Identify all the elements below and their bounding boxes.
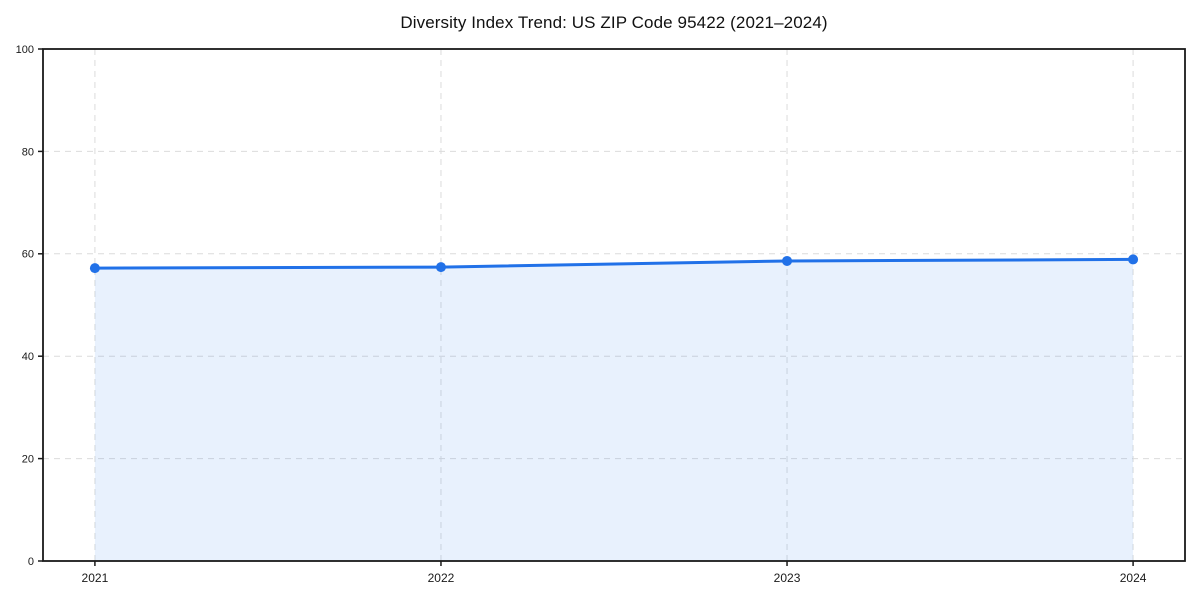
area-fill (94, 259, 1134, 561)
trend-line (93, 257, 1135, 270)
data-point-marker (1128, 254, 1139, 265)
x-tick-label: 2022 (428, 571, 455, 585)
y-tick-label: 80 (22, 146, 34, 158)
data-point-marker (89, 263, 100, 274)
x-tick-label: 2024 (1120, 571, 1147, 585)
data-point-marker (782, 255, 793, 266)
chart-title: Diversity Index Trend: US ZIP Code 95422… (400, 13, 828, 32)
y-tick-label: 40 (22, 351, 34, 363)
y-tick-label: 100 (16, 44, 34, 56)
data-point-marker (435, 262, 446, 273)
y-tick-label: 20 (22, 453, 34, 465)
y-tick-label: 60 (22, 249, 34, 261)
y-tick-label: 0 (28, 556, 34, 568)
plot-frame (42, 48, 1186, 562)
x-tick-label: 2021 (82, 571, 109, 585)
x-tick-label: 2023 (774, 571, 801, 585)
